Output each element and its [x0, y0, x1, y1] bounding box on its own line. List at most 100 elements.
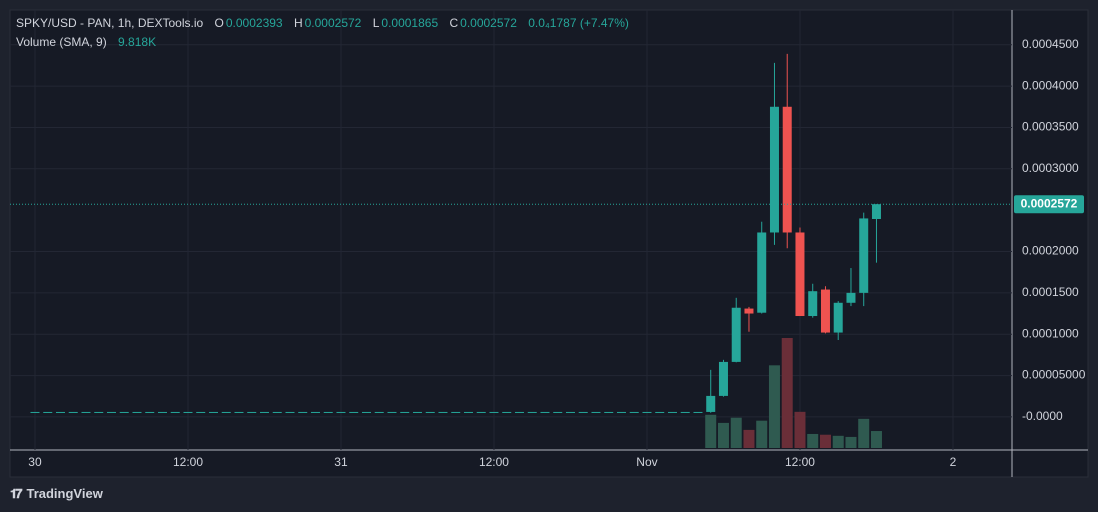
candle-body [782, 106, 792, 233]
ohlc-key: L [372, 16, 380, 30]
change-value: 0.0₄1787 (+7.47%) [528, 16, 629, 30]
candle-body [81, 411, 91, 413]
candle-body [451, 411, 461, 413]
candle-body [680, 411, 690, 413]
candle-body [591, 411, 601, 413]
volume-bar [768, 365, 780, 448]
x-tick-label: 12:00 [479, 455, 509, 469]
candle-body [43, 411, 53, 413]
volume-bar [705, 414, 717, 448]
candle-body [540, 411, 550, 413]
candle-body [693, 411, 703, 413]
y-tick-label: 0.0004000 [1022, 78, 1079, 92]
candle-body [731, 307, 741, 362]
candle-body [859, 218, 869, 293]
candle-body [476, 411, 486, 413]
candle-body [196, 411, 206, 413]
last-price-badge [1014, 195, 1084, 214]
volume-bar [845, 436, 857, 448]
volume-name: Volume (SMA, 9) [16, 35, 107, 49]
candle-body [706, 395, 716, 412]
candle-body [795, 232, 805, 317]
candle-body [604, 411, 614, 413]
candle-body [106, 411, 116, 413]
x-tick-label: 2 [950, 455, 957, 469]
candle-body [400, 411, 410, 413]
candle-body [170, 411, 180, 413]
chart-pane [9, 9, 1089, 478]
candle-body [323, 411, 333, 413]
candle-body [272, 411, 282, 413]
candle-body [642, 411, 652, 413]
volume-bar [819, 434, 831, 448]
volume-sma: 9.818K [118, 35, 157, 49]
candle-body [578, 411, 588, 413]
candle-body [757, 232, 767, 313]
volume-bar [743, 429, 755, 448]
x-tick-label: 12:00 [785, 455, 815, 469]
candle-layer [10, 53, 1012, 413]
candle-body [565, 411, 575, 413]
candle-body [502, 411, 512, 413]
volume-bar [717, 422, 729, 448]
volume-legend: Volume (SMA, 9) 9.818K [16, 35, 158, 49]
candle-body [361, 411, 371, 413]
volume-bar [858, 418, 870, 448]
candle-body [387, 411, 397, 413]
candle-body [94, 411, 104, 413]
candle-body [221, 411, 231, 413]
ohlc-value: 0.0001865 [381, 16, 439, 30]
volume-bar [756, 420, 768, 448]
candle-body [820, 289, 830, 333]
x-tick-label: 30 [28, 455, 42, 469]
candle-body [55, 411, 65, 413]
candle-body [259, 411, 269, 413]
candle-body [349, 411, 359, 413]
volume-bar [832, 435, 844, 448]
candle-body [30, 411, 40, 413]
watermark-text: TradingView [26, 486, 103, 501]
candle-body [234, 411, 244, 413]
y-tick-label: 0.0001000 [1022, 326, 1079, 340]
candle-body [157, 411, 167, 413]
candle-body [718, 361, 728, 396]
candle-body [667, 411, 677, 413]
candle-body [846, 292, 856, 303]
ohlc-value: 0.0002572 [304, 16, 362, 30]
volume-bar [807, 433, 819, 448]
ohlc-key: O [214, 16, 224, 30]
candle-body [208, 411, 218, 413]
candle-body [119, 411, 129, 413]
candle-body [247, 411, 257, 413]
y-tick-label: 0.0002000 [1022, 244, 1079, 258]
candle-body [68, 411, 78, 413]
ohlc-key: H [293, 16, 303, 30]
volume-bar [870, 431, 882, 448]
candle-body [489, 411, 499, 413]
x-tick-label: Nov [636, 455, 657, 469]
last-price-label: 0.0002572 [1021, 196, 1078, 210]
candle-body [412, 411, 422, 413]
axes: 0.0004500 0.0004000 0.0003500 0.0003000 0.00… [28, 37, 1085, 469]
candle-body [438, 411, 448, 413]
watermark: 𝟏𝟕 TradingView [10, 486, 103, 501]
candle-body [285, 411, 295, 413]
candle-body [833, 302, 843, 333]
candle-body [132, 411, 142, 413]
legend-line: SPKY/USD - PAN, 1h, DEXTools.io O 0.00023… [16, 16, 631, 30]
candle-body [744, 308, 754, 314]
candle-body [425, 411, 435, 413]
symbol-title: SPKY/USD - PAN, 1h, DEXTools.io [16, 16, 204, 30]
y-tick-label: 0.0003000 [1022, 161, 1079, 175]
candle-body [514, 411, 524, 413]
candle-body [616, 411, 626, 413]
volume-layer [705, 338, 882, 448]
candle-body [336, 411, 346, 413]
volume-bar [730, 417, 742, 448]
candle-body [871, 204, 881, 219]
ohlc-key: C [449, 16, 459, 30]
candle-body [553, 411, 563, 413]
x-tick-label: 12:00 [173, 455, 203, 469]
